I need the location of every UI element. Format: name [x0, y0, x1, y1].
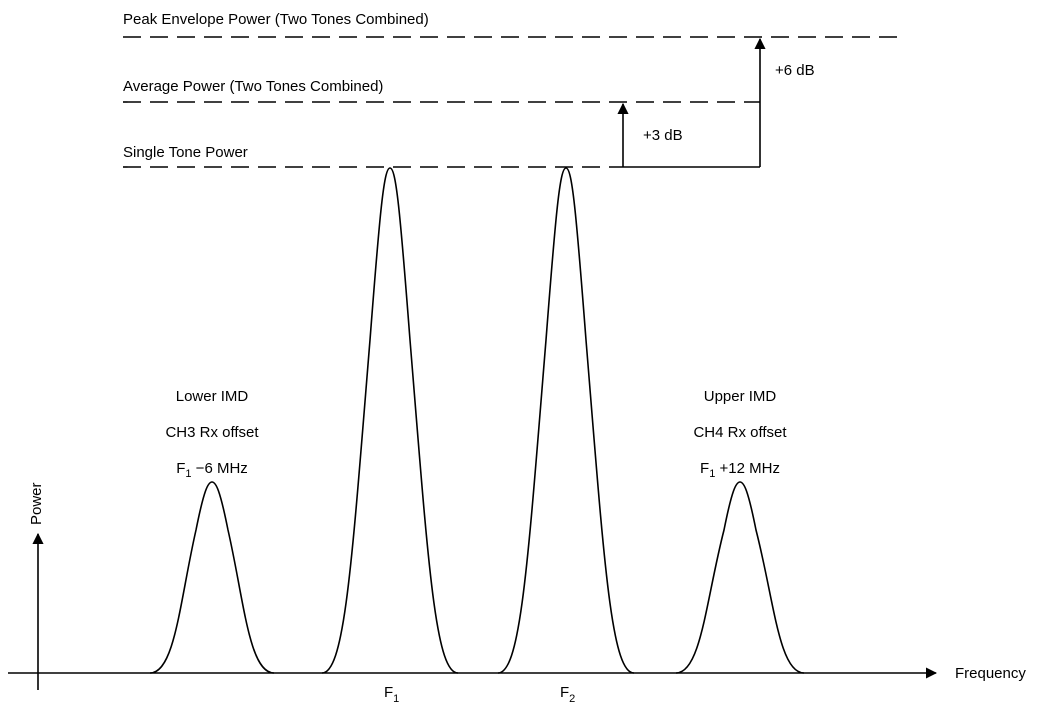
x-axis-label: Frequency — [955, 665, 1026, 682]
upper-imd-label: Upper IMD — [704, 388, 777, 405]
average-power-label: Average Power (Two Tones Combined) — [123, 78, 383, 95]
upper-imd-offset-label: F1 +12 MHz — [700, 460, 780, 480]
f1-peak — [321, 167, 459, 674]
single-tone-power-label: Single Tone Power — [123, 144, 248, 161]
lower-imd-channel-label: CH3 Rx offset — [165, 424, 259, 441]
y-axis-label: Power — [28, 482, 45, 525]
upper-imd-channel-label: CH4 Rx offset — [693, 424, 787, 441]
plus6-db-label: +6 dB — [775, 62, 815, 79]
upper-imd-peak — [675, 481, 805, 674]
f2-peak — [497, 167, 635, 674]
lower-imd-peak — [149, 481, 275, 674]
lower-imd-offset-label: F1 −6 MHz — [176, 460, 248, 480]
f2-tick-label: F2 — [560, 684, 575, 705]
plus3-db-label: +3 dB — [643, 127, 683, 144]
f1-tick-label: F1 — [384, 684, 399, 705]
peak-envelope-power-label: Peak Envelope Power (Two Tones Combined) — [123, 11, 429, 28]
lower-imd-label: Lower IMD — [176, 388, 249, 405]
